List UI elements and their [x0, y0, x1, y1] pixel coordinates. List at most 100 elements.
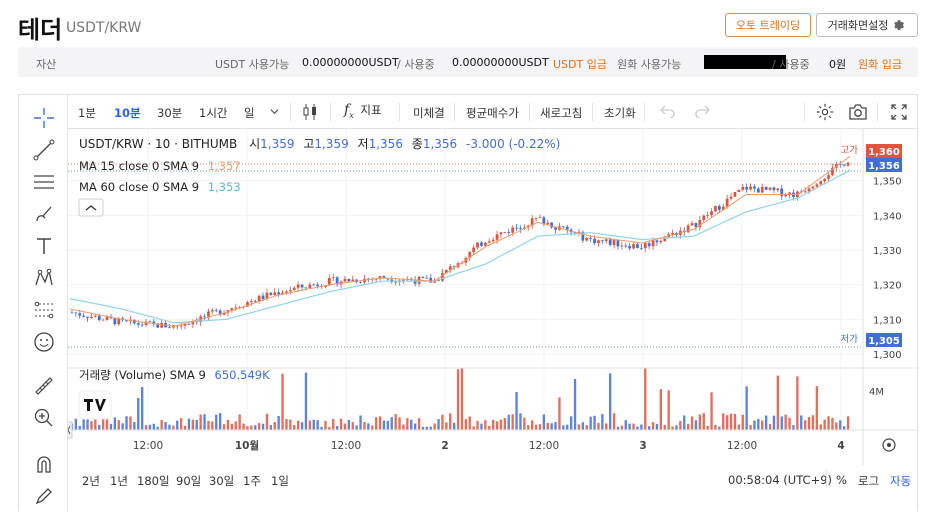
volume-bar	[554, 422, 557, 430]
log-toggle[interactable]: 로그	[858, 474, 880, 488]
svg-text:MA 60 close 0 SMA 9 1,35: MA 60 close 0 SMA 9 1,353	[79, 180, 241, 194]
timezone-settings-icon[interactable]	[882, 438, 896, 452]
range-1y[interactable]: 1년	[110, 474, 128, 488]
auto-trading-button[interactable]: 오토 트레이딩	[725, 13, 811, 37]
candle-body	[148, 321, 152, 323]
usdt-available-value: 0.00000000USDT	[302, 56, 399, 69]
volume-bar	[371, 425, 374, 430]
volume-bar	[117, 420, 120, 430]
candle-body	[448, 266, 452, 270]
volume-bar	[421, 426, 425, 430]
undo-icon[interactable]	[660, 104, 676, 121]
svg-text:1,305: 1,305	[868, 336, 900, 347]
volume-bar	[749, 424, 752, 430]
volume-bar	[406, 418, 409, 430]
candle-type-icon[interactable]	[302, 103, 318, 124]
volume-bar	[644, 367, 647, 430]
candle-body	[246, 302, 249, 307]
volume-bar	[792, 425, 795, 430]
volume-bar	[839, 420, 842, 430]
drawing-toolbar	[19, 95, 68, 512]
settings-gear-icon[interactable]	[816, 103, 834, 124]
chevron-down-icon[interactable]	[270, 105, 279, 119]
volume-bar	[523, 417, 526, 430]
volume-bar	[156, 426, 159, 430]
reset-button[interactable]: 초기화	[604, 106, 636, 120]
candle-body	[768, 187, 772, 190]
interval-1m[interactable]: 1분	[78, 106, 96, 120]
candle-body	[495, 234, 499, 240]
volume-bar	[803, 420, 807, 430]
interval-30m[interactable]: 30분	[157, 106, 183, 120]
candle-body	[585, 238, 589, 241]
percent-toggle[interactable]: %	[836, 473, 847, 487]
brush-icon[interactable]	[31, 201, 57, 227]
volume-bar	[359, 415, 362, 430]
candle-body	[144, 321, 148, 326]
ruler-icon[interactable]	[31, 373, 57, 399]
unfilled-orders-button[interactable]: 미체결	[413, 106, 445, 120]
interval-10m[interactable]: 10분	[114, 106, 141, 120]
time-tick: 10월	[235, 439, 259, 452]
candle-body	[780, 188, 784, 197]
usdt-deposit-link[interactable]: USDT 입금	[553, 58, 607, 71]
candle-body	[296, 284, 300, 288]
emoji-icon[interactable]	[31, 329, 57, 355]
candle-body	[444, 269, 448, 274]
collapse-legend-button[interactable]	[78, 198, 104, 217]
prediction-icon[interactable]	[31, 297, 57, 323]
magnet-icon[interactable]	[31, 451, 57, 477]
volume-bar	[706, 425, 709, 430]
candle-body	[468, 252, 472, 258]
range-90d[interactable]: 90일	[176, 474, 202, 488]
krw-deposit-link[interactable]: 원화 입금	[858, 58, 902, 71]
zoom-in-icon[interactable]	[31, 405, 57, 431]
redo-icon[interactable]	[694, 104, 710, 121]
avg-price-button[interactable]: 평균매수가	[466, 106, 519, 120]
volume-bar	[230, 423, 234, 430]
range-30d[interactable]: 30일	[209, 474, 235, 488]
candle-body	[819, 181, 823, 185]
volume-bar	[827, 416, 830, 430]
candle-body	[359, 282, 362, 283]
candle-body	[152, 321, 156, 324]
candle-body	[136, 323, 140, 325]
volume-bar	[519, 413, 522, 430]
volume-bar	[655, 423, 659, 430]
volume-bar	[179, 418, 183, 430]
volume-bar	[363, 421, 366, 430]
pencil-icon[interactable]	[31, 483, 57, 509]
interval-1h[interactable]: 1시간	[199, 106, 228, 120]
volume-bar	[569, 416, 573, 430]
volume-bar	[437, 419, 440, 430]
fullscreen-icon[interactable]	[891, 104, 907, 123]
indicator-button[interactable]: fx 지표	[344, 102, 382, 120]
range-180d[interactable]: 180일	[137, 474, 170, 488]
volume-bar	[819, 424, 822, 430]
pattern-icon[interactable]	[31, 265, 57, 291]
interval-1d[interactable]: 일	[244, 106, 255, 120]
camera-icon[interactable]	[848, 103, 868, 124]
crosshair-icon[interactable]	[31, 105, 57, 131]
volume-bar	[776, 375, 780, 430]
collapse-side-panel-icon[interactable]	[68, 421, 73, 439]
volume-bar	[90, 421, 93, 430]
fib-lines-icon[interactable]	[31, 169, 57, 195]
auto-toggle[interactable]: 자동	[890, 474, 912, 488]
volume-bar	[164, 422, 167, 430]
refresh-button[interactable]: 새로고침	[540, 106, 583, 120]
layout-settings-button[interactable]: 거래화면설정	[816, 13, 918, 37]
volume-bar	[394, 413, 397, 430]
text-icon[interactable]	[31, 233, 57, 259]
candle-body	[503, 232, 507, 233]
range-2y[interactable]: 2년	[82, 474, 100, 488]
range-1w[interactable]: 1주	[243, 474, 261, 488]
candle-body	[480, 242, 483, 246]
volume-bar	[608, 373, 612, 430]
range-1d[interactable]: 1일	[271, 474, 289, 488]
candle-body	[265, 292, 269, 299]
candle-body	[125, 320, 128, 322]
price-chart[interactable]: USDT/KRW · 10 · BITHUMB 시1,359 고1,359 저1…	[68, 129, 919, 465]
trend-line-icon[interactable]	[31, 137, 57, 163]
svg-text:저가: 저가	[841, 334, 859, 345]
